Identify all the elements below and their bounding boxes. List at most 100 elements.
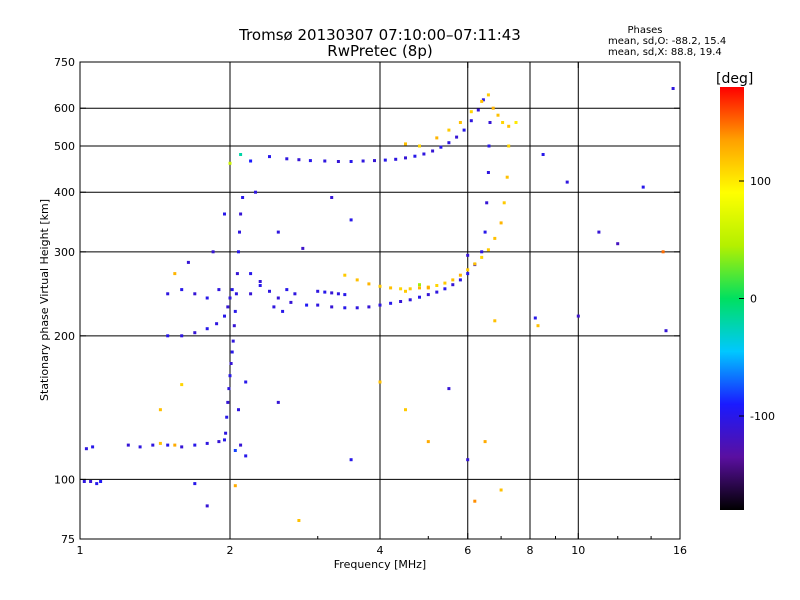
data-point	[541, 153, 545, 156]
data-point	[180, 334, 184, 338]
data-point	[507, 124, 511, 128]
data-point	[473, 262, 477, 266]
data-point	[451, 283, 455, 287]
data-point	[89, 480, 93, 483]
data-point	[276, 230, 280, 234]
data-point	[458, 278, 462, 282]
data-point	[166, 334, 170, 338]
data-point	[473, 499, 477, 503]
data-point	[378, 284, 382, 288]
data-point	[330, 291, 334, 295]
data-point	[455, 135, 459, 139]
data-point	[180, 288, 184, 292]
data-point	[486, 93, 490, 97]
data-point	[499, 488, 503, 492]
data-point	[488, 121, 492, 124]
data-point	[493, 319, 497, 323]
data-point	[225, 415, 229, 419]
data-point	[223, 438, 226, 442]
data-point	[193, 443, 197, 447]
data-point	[158, 441, 162, 445]
data-point	[226, 400, 230, 404]
data-point	[502, 201, 506, 205]
data-point	[223, 212, 226, 216]
data-point	[480, 250, 484, 254]
data-point	[533, 316, 537, 320]
data-point	[126, 443, 130, 447]
data-point	[466, 458, 470, 462]
data-point	[413, 154, 417, 158]
data-point	[244, 454, 248, 458]
colorbar-ticks: 100 0 -100	[739, 175, 775, 423]
y-tick-label: 750	[54, 56, 75, 69]
data-point	[422, 152, 426, 156]
data-point	[404, 408, 407, 412]
data-point	[616, 242, 620, 246]
data-point	[383, 158, 387, 162]
data-point	[458, 273, 462, 277]
data-point	[244, 380, 248, 384]
data-point	[389, 301, 393, 305]
x-tick-label: 2	[227, 544, 234, 557]
data-point	[223, 314, 226, 318]
data-point	[355, 306, 359, 310]
colorbar-tick-label: 100	[750, 175, 771, 188]
stats-line-x: mean, sd,X: 88.8, 19.4	[608, 47, 722, 58]
data-point	[193, 292, 197, 296]
data-point	[230, 350, 234, 354]
data-point	[230, 288, 234, 292]
data-point	[285, 288, 289, 292]
data-point	[254, 190, 257, 194]
data-point	[205, 504, 209, 508]
data-point	[316, 289, 320, 293]
data-point	[431, 149, 435, 153]
data-point	[82, 480, 86, 483]
data-point	[99, 480, 103, 483]
data-point	[408, 298, 412, 302]
data-point	[239, 212, 243, 216]
colorbar-label: [deg]	[716, 71, 753, 87]
data-point	[232, 324, 236, 328]
stats-heading: Phases	[627, 25, 662, 36]
data-point	[249, 272, 253, 276]
data-point	[343, 293, 347, 297]
y-tick-label: 500	[54, 140, 75, 153]
data-point	[486, 248, 490, 252]
data-point	[661, 250, 665, 254]
data-point	[233, 449, 237, 452]
data-point	[330, 196, 334, 199]
x-tick-label: 8	[527, 544, 534, 557]
data-point	[514, 121, 518, 124]
grid-lines	[80, 62, 680, 539]
data-point	[166, 292, 170, 296]
chart-title: Tromsø 20130307 07:10:00–07:11:43	[238, 26, 521, 44]
data-point	[228, 296, 232, 300]
data-point	[466, 268, 470, 272]
data-point	[138, 445, 142, 449]
data-point	[258, 280, 262, 283]
x-tick-label: 1	[77, 544, 84, 557]
data-point	[399, 287, 403, 291]
colorbar-tick-label: -100	[750, 410, 775, 423]
data-point	[597, 230, 601, 234]
data-point	[418, 295, 421, 299]
data-point	[249, 159, 253, 163]
data-point	[343, 273, 347, 277]
data-point	[276, 296, 280, 300]
data-point	[355, 278, 359, 282]
x-tick-label: 10	[571, 544, 585, 557]
data-point	[151, 443, 155, 447]
data-point	[408, 287, 412, 291]
data-point	[443, 287, 447, 291]
data-point	[480, 99, 484, 103]
data-point	[404, 289, 407, 293]
data-point	[367, 305, 371, 309]
data-point	[435, 284, 439, 287]
data-point	[378, 380, 382, 384]
data-point	[237, 250, 240, 254]
data-point	[227, 387, 231, 391]
data-point	[499, 221, 503, 225]
data-point	[158, 408, 162, 412]
data-point	[664, 329, 668, 333]
data-point	[349, 458, 353, 462]
